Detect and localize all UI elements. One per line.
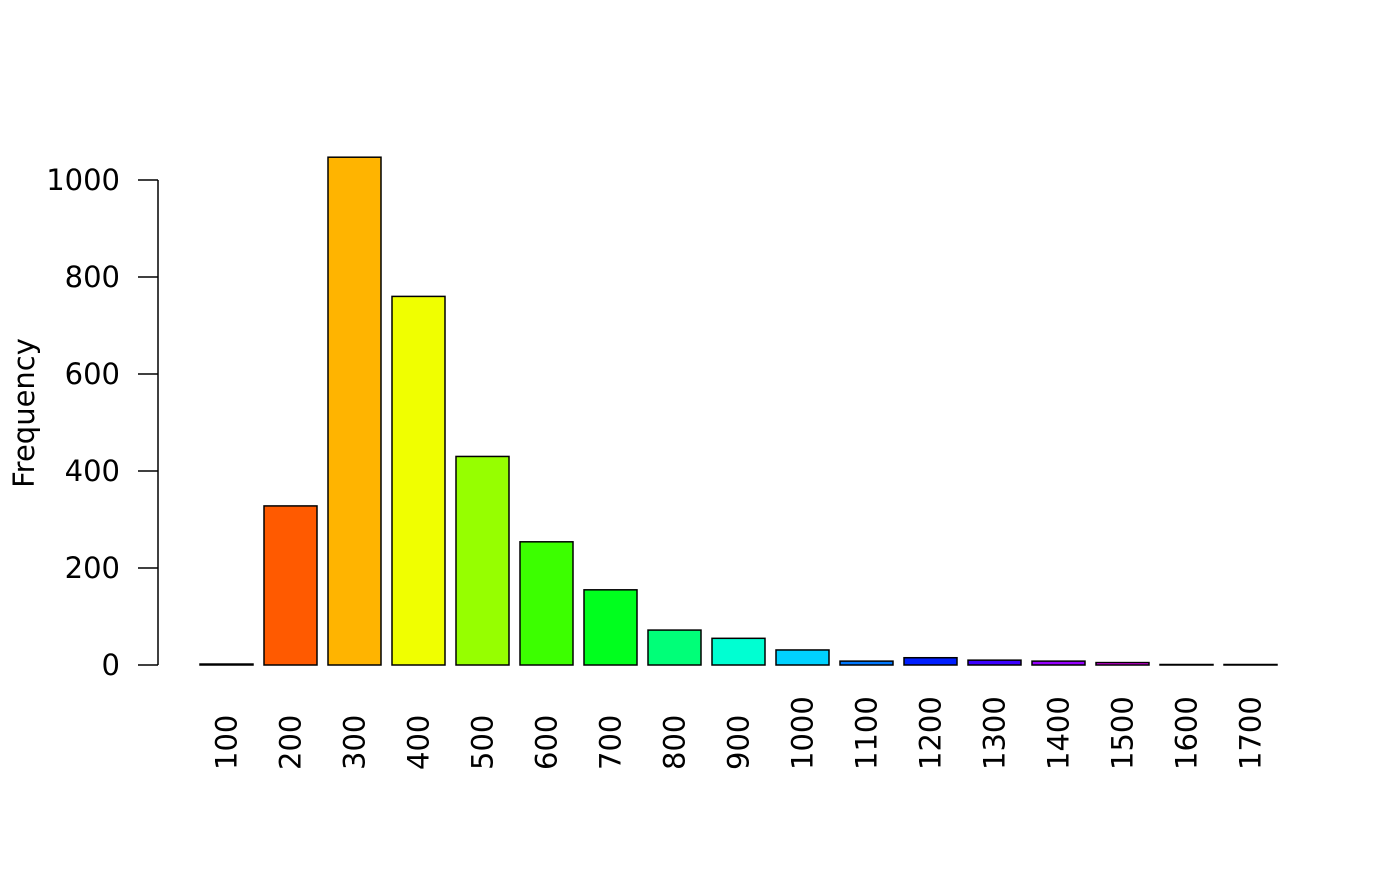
bar-300 xyxy=(327,156,382,666)
x-tick-label: 100 xyxy=(210,715,244,770)
y-tick-label: 600 xyxy=(65,357,120,391)
y-tick-label: 200 xyxy=(65,551,120,585)
x-tick-label: 1200 xyxy=(914,696,948,770)
x-tick-label: 200 xyxy=(274,715,308,770)
x-tick-label: 1400 xyxy=(1042,696,1076,770)
x-tick-label: 1100 xyxy=(850,696,884,770)
bar-1500 xyxy=(1095,661,1150,666)
bars xyxy=(199,156,1278,666)
x-tick-label: 1500 xyxy=(1106,696,1140,770)
x-tick-label: 1600 xyxy=(1170,696,1204,770)
bar-700 xyxy=(583,589,638,666)
y-axis-label: Frequency xyxy=(7,338,41,488)
bar-500 xyxy=(455,455,510,666)
x-tick-label: 600 xyxy=(530,715,564,770)
bar-1400 xyxy=(1031,660,1086,666)
x-tick-label: 1000 xyxy=(786,696,820,770)
y-tick-label: 1000 xyxy=(46,163,120,197)
bar-1600 xyxy=(1159,663,1214,666)
bar-1200 xyxy=(903,656,958,666)
x-tick-label: 900 xyxy=(722,715,756,770)
y-tick-label: 800 xyxy=(65,260,120,294)
bar-600 xyxy=(519,541,574,666)
x-tick-label: 500 xyxy=(466,715,500,770)
y-tick-label: 0 xyxy=(102,648,120,682)
x-tick-label: 400 xyxy=(402,715,436,770)
bar-1100 xyxy=(839,660,894,666)
bar-900 xyxy=(711,637,766,666)
bar-400 xyxy=(391,295,446,666)
y-tick-label: 400 xyxy=(65,454,120,488)
bar-1700 xyxy=(1223,663,1278,666)
x-tick-label: 800 xyxy=(658,715,692,770)
x-tick-label: 1700 xyxy=(1234,696,1268,770)
bar-1300 xyxy=(967,659,1022,666)
y-axis: 0 200 400 600 800 1000 xyxy=(46,163,159,682)
bar-200 xyxy=(263,505,318,666)
x-tick-labels: 100 200 300 400 500 600 700 800 900 1000 1100 1200 1… xyxy=(210,696,1268,770)
x-tick-label: 300 xyxy=(338,715,372,770)
bar-1000 xyxy=(775,649,830,666)
bar-800 xyxy=(647,629,702,666)
bar-100 xyxy=(199,663,254,666)
x-tick-label: 700 xyxy=(594,715,628,770)
x-tick-label: 1300 xyxy=(978,696,1012,770)
